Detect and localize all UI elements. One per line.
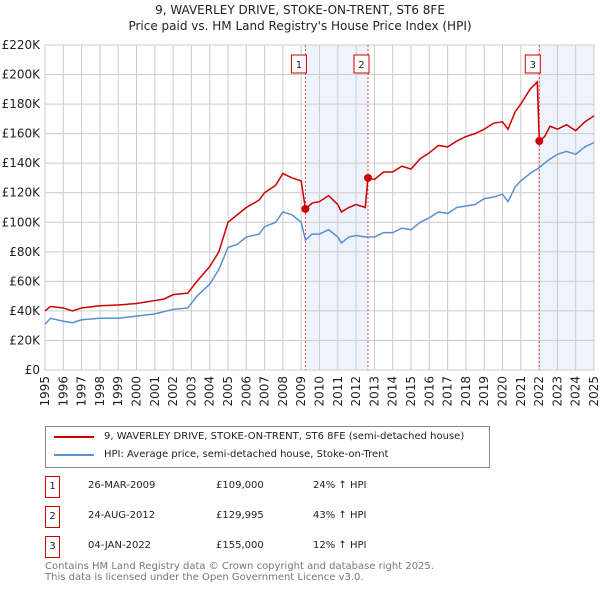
x-tick-label: 2011 xyxy=(331,376,345,407)
price-line xyxy=(44,80,595,312)
chart-subtitle: Price paid vs. HM Land Registry's House … xyxy=(128,19,472,33)
x-tick-label: 2024 xyxy=(569,376,583,407)
y-tick-label: £160K xyxy=(2,127,42,141)
y-tick-label: £60K xyxy=(9,274,41,288)
legend-swatch xyxy=(54,435,94,438)
sale-row: 3 04-JAN-2022 £155,000 12% ↑ HPI xyxy=(45,536,445,558)
x-tick-label: 2012 xyxy=(349,376,363,407)
x-tick-label: 2020 xyxy=(496,376,510,407)
x-tick-label: 1998 xyxy=(93,376,107,407)
shaded-region xyxy=(305,45,368,370)
sale-date: 26-MAR-2009 xyxy=(88,480,156,491)
x-tick-label: 2014 xyxy=(386,376,400,407)
plot-border xyxy=(44,44,595,371)
sale-marker-number: 3 xyxy=(530,60,536,71)
x-tick-label: 1999 xyxy=(111,376,125,407)
x-tick-label: 2018 xyxy=(459,376,473,407)
sale-hpi: 24% ↑ HPI xyxy=(313,480,367,491)
sale-hpi: 43% ↑ HPI xyxy=(313,510,367,521)
x-tick-label: 2003 xyxy=(184,376,198,407)
y-tick-label: £80K xyxy=(9,245,41,259)
x-tick-label: 2004 xyxy=(203,376,217,407)
x-tick-label: 2006 xyxy=(239,376,253,407)
y-tick-label: £220K xyxy=(2,38,42,52)
x-tick-label: 2025 xyxy=(587,376,600,407)
sale-point xyxy=(363,173,372,182)
legend-label: HPI: Average price, semi-detached house,… xyxy=(104,449,389,460)
x-tick-label: 2001 xyxy=(148,376,162,407)
legend-swatch xyxy=(54,453,94,456)
sale-marker-label: 1 xyxy=(45,476,60,498)
y-tick-label: £140K xyxy=(2,156,42,170)
sale-point xyxy=(535,137,544,146)
legend: 9, WAVERLEY DRIVE, STOKE-ON-TRENT, ST6 8… xyxy=(45,426,490,468)
y-tick-label: £0 xyxy=(25,363,40,377)
y-tick-label: £120K xyxy=(2,186,42,200)
legend-item-hpi: HPI: Average price, semi-detached house,… xyxy=(54,449,388,460)
sale-marker-box xyxy=(524,54,541,74)
legend-item-property: 9, WAVERLEY DRIVE, STOKE-ON-TRENT, ST6 8… xyxy=(54,431,464,442)
x-tick-label: 2023 xyxy=(550,376,564,407)
x-tick-label: 2016 xyxy=(422,376,436,407)
sale-marker-box xyxy=(290,54,307,74)
sale-marker-number: 1 xyxy=(296,60,302,71)
x-tick-label: 1996 xyxy=(56,376,70,407)
x-tick-label: 2002 xyxy=(166,376,180,407)
chart-title: 9, WAVERLEY DRIVE, STOKE-ON-TRENT, ST6 8… xyxy=(155,3,445,17)
x-tick-label: 2015 xyxy=(404,376,418,407)
x-tick-label: 2021 xyxy=(514,376,528,407)
sale-hpi: 12% ↑ HPI xyxy=(313,540,367,551)
x-tick-label: 1997 xyxy=(75,376,89,407)
y-tick-label: £20K xyxy=(9,333,41,347)
x-tick-label: 2017 xyxy=(441,376,455,407)
x-tick-label: 2010 xyxy=(313,376,327,407)
x-tick-label: 2007 xyxy=(258,376,272,407)
sale-marker-label: 2 xyxy=(45,506,60,528)
hpi-line xyxy=(44,141,595,325)
y-tick-label: £100K xyxy=(2,215,42,229)
y-tick-label: £200K xyxy=(2,68,42,82)
footer: Contains HM Land Registry data © Crown c… xyxy=(45,561,434,583)
x-tick-label: 2019 xyxy=(477,376,491,407)
sale-price: £129,995 xyxy=(216,510,264,521)
sale-point xyxy=(301,204,310,213)
shaded-region xyxy=(539,45,594,370)
footer-line: Contains HM Land Registry data © Crown c… xyxy=(45,561,434,572)
sale-marker-label: 3 xyxy=(45,536,60,558)
sale-row: 1 26-MAR-2009 £109,000 24% ↑ HPI xyxy=(45,476,445,498)
x-tick-label: 2009 xyxy=(294,376,308,407)
y-tick-label: £180K xyxy=(2,97,42,111)
x-tick-label: 2008 xyxy=(276,376,290,407)
legend-label: 9, WAVERLEY DRIVE, STOKE-ON-TRENT, ST6 8… xyxy=(104,431,465,442)
sale-marker-number: 2 xyxy=(358,60,364,71)
x-tick-label: 2022 xyxy=(532,376,546,407)
x-tick-label: 1995 xyxy=(38,376,52,407)
sale-price: £109,000 xyxy=(216,480,264,491)
sale-date: 24-AUG-2012 xyxy=(88,510,156,521)
footer-line: This data is licensed under the Open Gov… xyxy=(45,572,364,583)
sale-row: 2 24-AUG-2012 £129,995 43% ↑ HPI xyxy=(45,506,445,528)
sale-price: £155,000 xyxy=(216,540,264,551)
sale-marker-box xyxy=(353,54,370,74)
x-tick-label: 2005 xyxy=(221,376,235,407)
x-tick-label: 2013 xyxy=(367,376,381,407)
y-tick-label: £40K xyxy=(9,304,41,318)
sale-date: 04-JAN-2022 xyxy=(88,540,152,551)
plot-area: £0 £20K £40K £60K £80K £100K £120K £140K £160K £1… xyxy=(2,38,600,407)
x-tick-label: 2000 xyxy=(130,376,144,407)
